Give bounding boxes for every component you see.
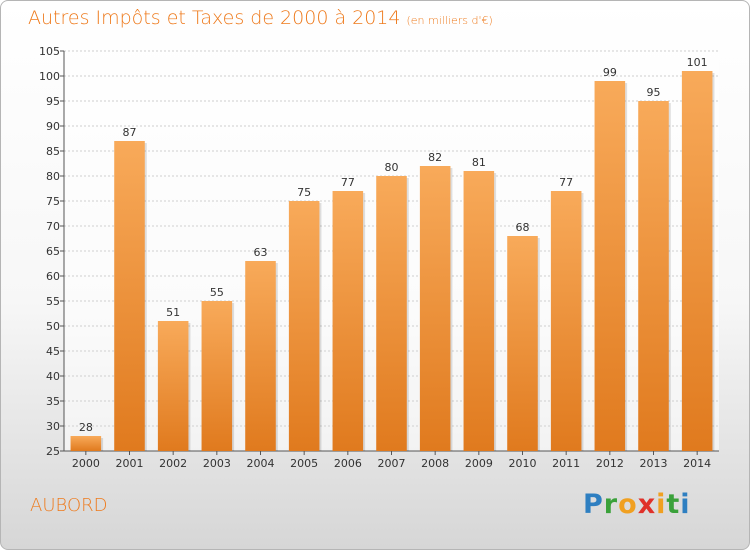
chart-title: Autres Impôts et Taxes de 2000 à 2014 (en…: [28, 7, 493, 29]
bar: [419, 166, 451, 451]
logo-letter: P: [583, 489, 604, 520]
bar-value-label: 77: [341, 176, 355, 189]
y-tick-label: 35: [46, 395, 60, 408]
commune-name: AUBORD: [30, 495, 108, 516]
y-tick-label: 75: [46, 195, 60, 208]
y-tick-label: 55: [46, 295, 60, 308]
y-tick-label: 90: [46, 120, 60, 133]
logo-letter: x: [637, 489, 657, 520]
x-tick-label: 2011: [552, 457, 580, 470]
bar-value-label: 80: [385, 161, 399, 174]
x-tick-label: 2007: [378, 457, 406, 470]
logo-letter: i: [680, 489, 691, 520]
bar-value-label: 82: [428, 151, 442, 164]
bar: [463, 171, 495, 451]
x-tick-label: 2004: [247, 457, 275, 470]
y-tick-label: 85: [46, 145, 60, 158]
bar-value-label: 101: [687, 56, 708, 69]
bar: [332, 191, 364, 451]
bar: [157, 321, 189, 451]
bar: [594, 81, 626, 451]
bar: [376, 176, 407, 451]
bar-value-label: 87: [123, 126, 137, 139]
y-tick-label: 45: [46, 345, 60, 358]
x-tick-label: 2010: [509, 457, 537, 470]
bar-value-label: 99: [603, 66, 617, 79]
x-tick-label: 2014: [683, 457, 711, 470]
x-tick-label: 2005: [290, 457, 318, 470]
bar: [201, 301, 233, 451]
bar: [245, 261, 276, 451]
bar-value-label: 51: [166, 306, 180, 319]
logo-letter: t: [666, 489, 681, 520]
bar: [681, 71, 713, 451]
bar: [507, 236, 538, 451]
logo-letter: o: [618, 489, 638, 520]
y-tick-label: 40: [46, 370, 60, 383]
x-tick-label: 2008: [421, 457, 449, 470]
y-tick-label: 105: [39, 45, 60, 58]
x-tick-label: 2006: [334, 457, 362, 470]
bar: [638, 101, 669, 451]
y-tick-label: 30: [46, 420, 60, 433]
bar-value-label: 63: [254, 246, 268, 259]
bar-value-label: 77: [559, 176, 573, 189]
bar-value-label: 81: [472, 156, 486, 169]
bar: [550, 191, 582, 451]
y-tick-label: 80: [46, 170, 60, 183]
y-tick-label: 25: [46, 445, 60, 458]
y-tick-label: 60: [46, 270, 60, 283]
x-tick-label: 2002: [159, 457, 187, 470]
bar: [114, 141, 145, 451]
y-tick-label: 70: [46, 220, 60, 233]
y-tick-label: 65: [46, 245, 60, 258]
x-tick-label: 2013: [640, 457, 668, 470]
x-tick-label: 2012: [596, 457, 624, 470]
bar-value-label: 68: [516, 221, 530, 234]
chart-title-text: Autres Impôts et Taxes de 2000 à 2014: [28, 7, 401, 29]
y-tick-label: 50: [46, 320, 60, 333]
x-tick-label: 2000: [72, 457, 100, 470]
logo-letter: i: [656, 489, 667, 520]
bar-value-label: 28: [79, 421, 93, 434]
y-tick-label: 100: [39, 70, 60, 83]
bar-value-label: 75: [297, 186, 311, 199]
proxiti-logo: Proxiti: [583, 489, 691, 523]
logo-letter: r: [603, 489, 619, 520]
x-tick-label: 2003: [203, 457, 231, 470]
bar: [288, 201, 320, 451]
y-tick-label: 95: [46, 95, 60, 108]
bar-value-label: 95: [647, 86, 661, 99]
x-tick-label: 2009: [465, 457, 493, 470]
x-tick-label: 2001: [116, 457, 144, 470]
bar: [70, 436, 102, 451]
chart-unit: (en milliers d'€): [406, 14, 493, 27]
bar-value-label: 55: [210, 286, 224, 299]
